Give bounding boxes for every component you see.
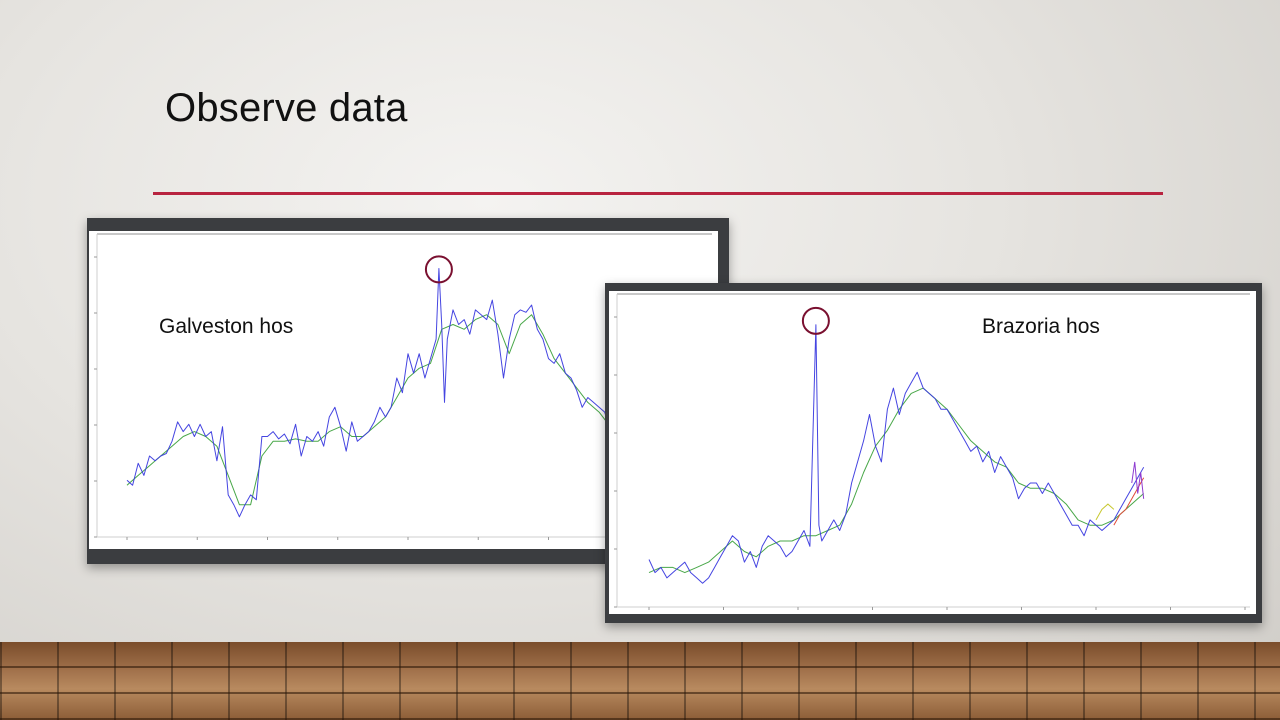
series-line-forecast-actual: [1131, 461, 1145, 499]
outlier-highlight-circle: [801, 306, 830, 335]
chart-label-galveston: Galveston hos: [159, 315, 294, 338]
series-line-rolling-mean: [648, 387, 1145, 574]
chart-brazoria: [614, 293, 1250, 610]
chart-plot-area-brazoria: [609, 291, 1256, 614]
chart-frame-brazoria: Brazoria hos: [605, 283, 1262, 623]
outlier-highlight-circle: [424, 255, 453, 284]
series-line-actual: [126, 268, 673, 518]
slide-title: Observe data: [165, 86, 408, 130]
wooden-floor: [0, 642, 1280, 720]
series-line-forecast-alt: [1095, 503, 1115, 521]
title-divider: [153, 192, 1163, 195]
series-line-actual: [648, 324, 1145, 584]
chart-label-brazoria: Brazoria hos: [982, 315, 1100, 338]
series-line-rolling-mean: [126, 314, 673, 506]
